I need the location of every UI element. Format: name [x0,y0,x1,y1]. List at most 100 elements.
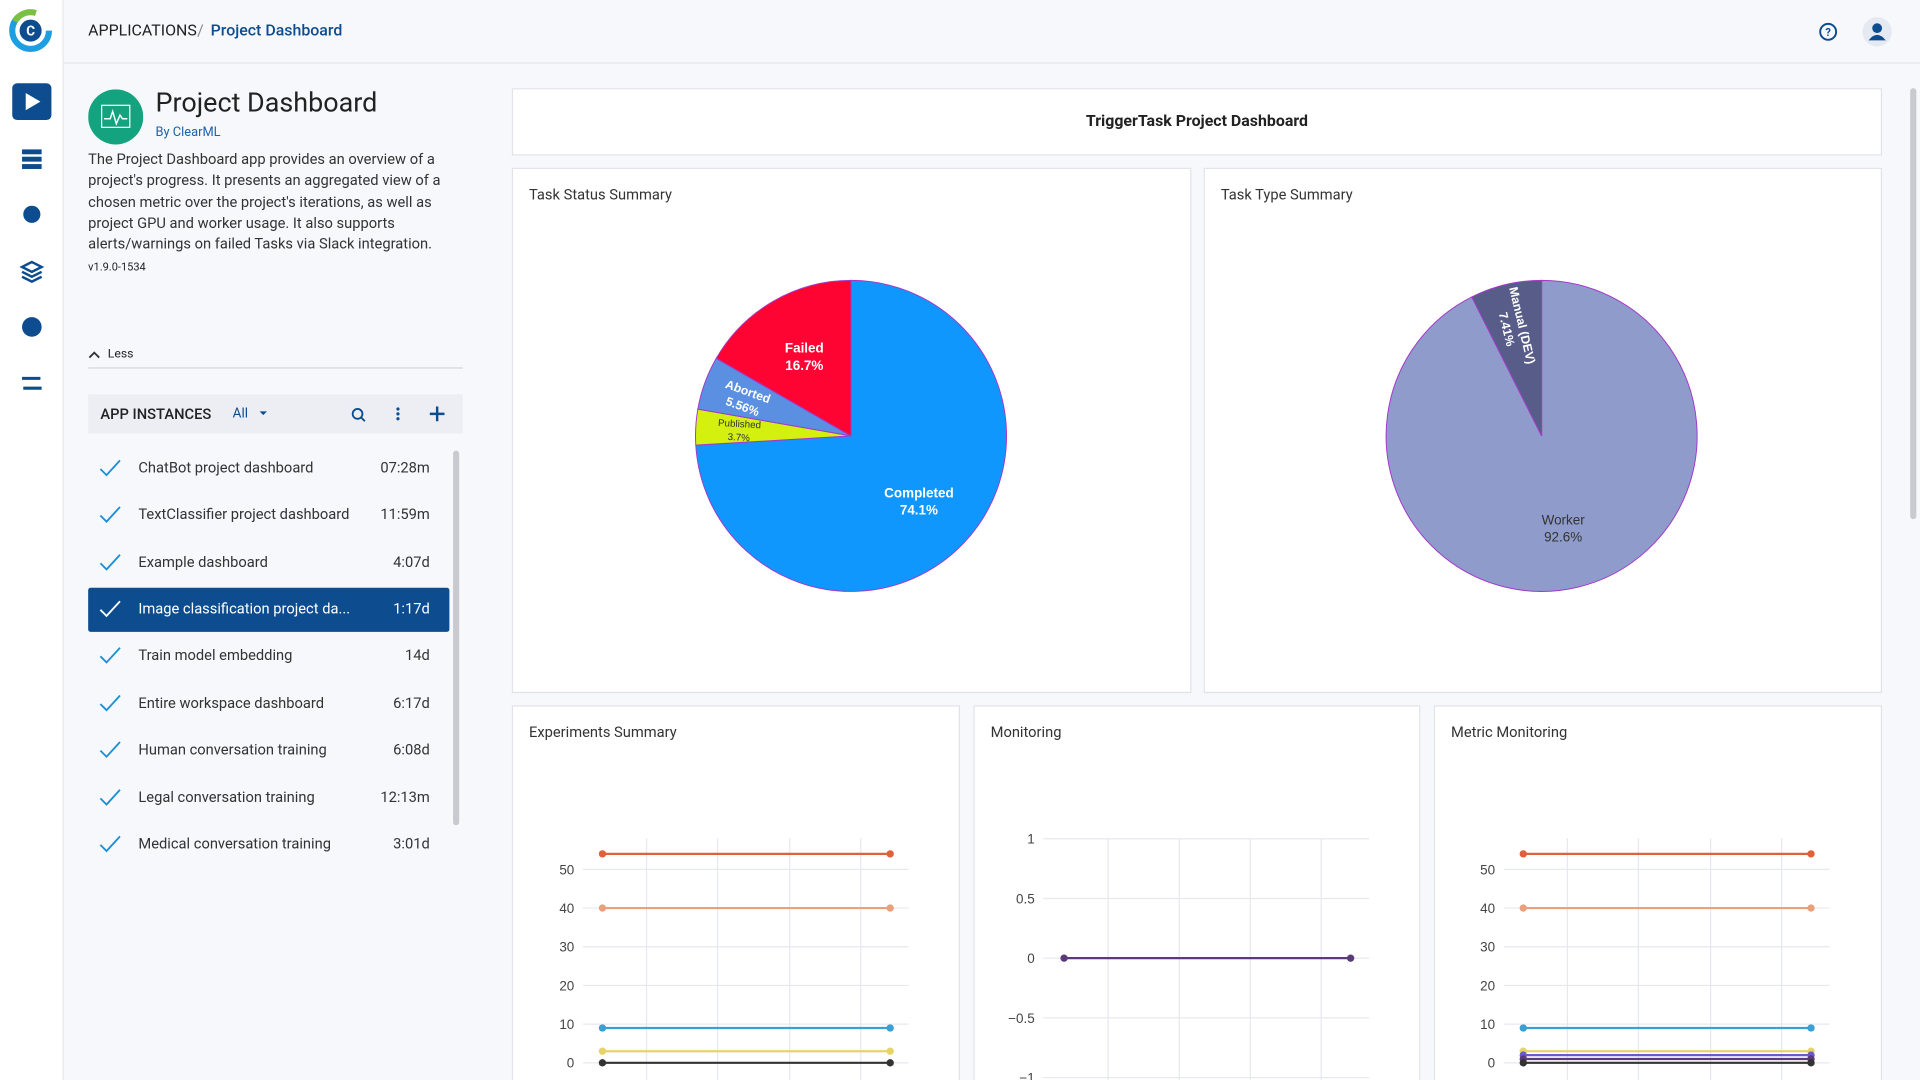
nav-models[interactable] [22,317,42,337]
status-check [99,459,121,477]
instance-row[interactable]: Train model embedding 14d [88,635,449,679]
instance-row[interactable]: Human conversation training 6:08d [88,729,449,773]
instance-row[interactable]: Example dashboard 4:07d [88,541,449,585]
data-point [1807,850,1815,858]
instance-time: 14d [404,647,430,665]
status-check [99,506,121,524]
data-point [598,1024,607,1032]
data-point [598,1059,607,1067]
search-button[interactable] [351,408,364,420]
slice-value-label: 3.7% [727,432,750,444]
slice-value-label: 16.7% [785,358,823,373]
data-point [886,1047,894,1055]
more-button[interactable] [396,407,400,421]
instance-name: Medical conversation training [138,835,331,853]
instance-row[interactable]: Entire workspace dashboard 6:17d [88,682,449,726]
y-tick-label: 0 [1027,951,1034,966]
y-tick-label: 20 [559,978,574,993]
slice-category: Worker [1542,512,1586,527]
slice-label: Completed 74.1% [884,485,954,517]
instance-name: Legal conversation training [138,788,315,806]
toggle-less[interactable]: Less [107,347,134,362]
instance-time: 6:08d [393,741,430,759]
instance-time: 12:13m [380,788,430,806]
instance-row[interactable]: TextClassifier project dashboard 11:59m [88,494,449,538]
chart-title: Monitoring [990,723,1062,741]
breadcrumb-current: Project Dashboard [210,22,343,41]
instance-time: 6:17d [393,694,430,712]
y-tick-label: 50 [1480,862,1495,877]
sidebar-icons: C [9,9,53,390]
instance-row[interactable]: ChatBot project dashboard 07:28m [88,447,449,491]
app-version: v1.9.0-1534 [88,262,146,275]
status-check [99,788,121,806]
chart-card: Metric Monitoring [1433,705,1883,1080]
data-point [1519,1059,1527,1067]
status-check [99,835,121,853]
data-point [1519,904,1527,912]
y-tick-label: −0.5 [1008,1011,1035,1026]
data-point [886,904,894,912]
status-check [99,600,121,618]
instance-time: 07:28m [380,458,430,477]
pie-slice [1471,279,1543,437]
chart-title: Experiments Summary [528,723,677,741]
instance-name: Train model embedding [138,647,293,665]
nav-workers[interactable] [22,376,42,390]
y-tick-label: 10 [559,1017,574,1032]
instances-filter[interactable]: All [232,405,248,422]
divider [88,367,463,369]
add-button[interactable] [429,406,445,422]
instance-time: 1:17d [393,600,430,618]
app-description: The Project Dashboard app provides an ov… [88,150,441,253]
status-check [99,741,121,759]
svg-text:?: ? [1825,26,1831,39]
nav-projects[interactable] [22,149,42,155]
slice-value-label: 74.1% [900,503,938,518]
data-point [1519,1024,1527,1032]
status-check [99,647,121,665]
slice-category: Published [718,418,762,431]
help-button[interactable] [1819,22,1838,41]
y-tick-label: −1 [1019,1070,1034,1080]
header: APPLICATIONS / Project Dashboard ? [63,0,1920,64]
data-point [1807,904,1815,912]
scrollbar [453,450,460,826]
instance-time: 4:07d [393,552,430,571]
instance-time: 3:01d [393,835,430,853]
y-tick-label: 30 [559,940,574,955]
instance-row[interactable]: Legal conversation training 12:13m [88,776,449,820]
y-tick-label: 0 [1488,1056,1495,1071]
y-tick-label: 20 [1480,978,1495,993]
instance-name: ChatBot project dashboard [138,458,314,477]
dashboard-title: TriggerTask Project Dashboard [1085,112,1308,132]
chart-card: Experiments Summary [511,705,961,1080]
app-title: Project Dashboard [155,88,378,119]
chart-title: Task Status Summary [528,186,672,204]
nav-datasets[interactable] [19,260,45,284]
toggle-icon [88,351,100,359]
data-point [598,904,607,912]
y-tick-label: 10 [1480,1017,1495,1032]
instance-time: 11:59m [380,505,430,524]
dashboard-title-card: TriggerTask Project Dashboard [511,88,1883,156]
nav-pipelines[interactable] [23,205,41,223]
data-point [886,1024,894,1032]
y-tick-label: 0.5 [1016,891,1035,906]
app-icon [88,89,144,145]
instance-name: Entire workspace dashboard [138,694,325,712]
data-point [886,1059,894,1067]
svg-text:C: C [26,25,35,40]
instance-row[interactable]: Image classification project da... 1:17d [88,587,450,632]
breadcrumb-root[interactable]: APPLICATIONS [88,22,197,41]
instance-row[interactable]: Medical conversation training 3:01d [88,823,449,867]
data-point [1346,954,1355,962]
app-author: By ClearML [155,123,221,140]
y-tick-label: 0 [567,1056,574,1071]
data-point [1060,954,1068,962]
chart-title: Metric Monitoring [1451,723,1568,741]
instances-title: APP INSTANCES [100,405,212,423]
